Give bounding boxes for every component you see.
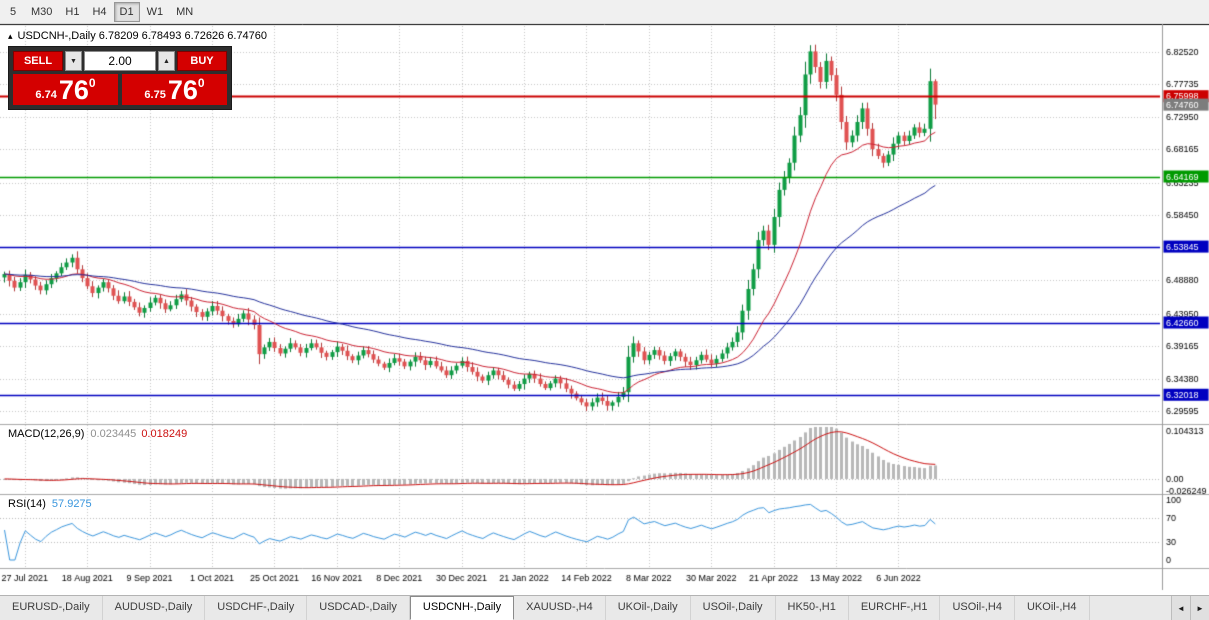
buy-price-main: 76 (167, 75, 198, 105)
chart-ohlc-readout: USDCNH-,Daily 6.78209 6.78493 6.72626 6.… (17, 30, 268, 42)
timeframe-button-mn[interactable]: MN (170, 2, 199, 22)
sell-price-pip: 0 (88, 76, 96, 90)
sell-price-prefix: 6.74 (35, 89, 57, 101)
macd-indicator-label: MACD(12,26,9) 0.023445 0.018249 (8, 428, 187, 440)
chart-tab-audusd-daily[interactable]: AUDUSD-,Daily (103, 596, 206, 620)
macd-signal-value: 0.018249 (141, 428, 188, 440)
chart-tab-usdcad-daily[interactable]: USDCAD-,Daily (307, 596, 410, 620)
chart-tab-usdcnh-daily[interactable]: USDCNH-,Daily (409, 596, 515, 620)
tab-scroll-buttons: ◄ ► (1171, 596, 1209, 620)
timeframe-button-d1[interactable]: D1 (113, 1, 140, 22)
chart-tab-eurchf-h1[interactable]: EURCHF-,H1 (849, 596, 941, 620)
timeframe-button-m30[interactable]: M30 (25, 2, 58, 22)
sell-price-main: 76 (58, 75, 89, 105)
scroll-right-icon: ► (1196, 603, 1204, 613)
chart-tab-hk50-h1[interactable]: HK50-,H1 (776, 596, 849, 620)
trade-panel-prices: 6.74 76 0 6.75 76 0 (13, 74, 227, 105)
chart-tab-usdchf-daily[interactable]: USDCHF-,Daily (205, 596, 308, 620)
chart-symbol-title: ▴ USDCNH-,Daily 6.78209 6.78493 6.72626 … (8, 30, 267, 42)
chart-tab-eurusd-daily[interactable]: EURUSD-,Daily (0, 596, 103, 620)
tabs-scroll-right-button[interactable]: ► (1190, 596, 1209, 620)
volume-input[interactable] (84, 51, 156, 71)
chart-tab-usoil-daily[interactable]: USOil-,Daily (691, 596, 776, 620)
chart-region: ▴ USDCNH-,Daily 6.78209 6.78493 6.72626 … (0, 24, 1209, 595)
sell-button[interactable]: SELL (13, 51, 63, 71)
chart-tab-ukoil-daily[interactable]: UKOil-,Daily (606, 596, 691, 620)
buy-price-display[interactable]: 6.75 76 0 (122, 74, 227, 105)
chart-tab-usoil-h4[interactable]: USOil-,H4 (940, 596, 1015, 620)
trade-panel-controls: SELL ▼ ▲ BUY (13, 51, 227, 71)
volume-decrease-button[interactable]: ▼ (65, 51, 82, 71)
chart-tab-ukoil-h4[interactable]: UKOil-,H4 (1015, 596, 1090, 620)
macd-value: 0.023445 (90, 428, 137, 440)
rsi-indicator-label: RSI(14) 57.9275 (8, 498, 92, 510)
chevron-down-icon: ▼ (70, 57, 77, 65)
buy-button[interactable]: BUY (177, 51, 227, 71)
buy-price-prefix: 6.75 (144, 89, 166, 101)
sell-price-display[interactable]: 6.74 76 0 (13, 74, 118, 105)
timeframe-button-w1[interactable]: W1 (141, 2, 170, 22)
rsi-name: RSI(14) (8, 498, 46, 510)
buy-price-pip: 0 (197, 76, 205, 90)
chart-tab-bar: EURUSD-,Daily AUDUSD-,Daily USDCHF-,Daily U… (0, 595, 1209, 620)
rsi-value: 57.9275 (51, 498, 92, 510)
timeframe-button-h1[interactable]: H1 (59, 2, 85, 22)
price-chart-canvas[interactable] (0, 24, 1209, 595)
one-click-trading-panel: SELL ▼ ▲ BUY 6.74 76 0 6.75 76 0 (8, 46, 232, 110)
volume-increase-button[interactable]: ▲ (158, 51, 175, 71)
timeframe-toolbar: 5 M30 H1 H4 D1 W1 MN (0, 0, 1209, 24)
macd-name: MACD(12,26,9) (8, 428, 85, 440)
chart-tab-xauusd-h4[interactable]: XAUUSD-,H4 (514, 596, 606, 620)
chevron-up-icon: ▲ (163, 57, 170, 65)
chart-tabs: EURUSD-,Daily AUDUSD-,Daily USDCHF-,Daily U… (0, 596, 1171, 620)
tabs-scroll-left-button[interactable]: ◄ (1171, 596, 1190, 620)
one-click-panel-toggle-icon[interactable]: ▴ (8, 30, 13, 41)
scroll-left-icon: ◄ (1177, 603, 1185, 613)
timeframe-button-h4[interactable]: H4 (86, 2, 112, 22)
timeframe-button-5[interactable]: 5 (2, 2, 24, 22)
